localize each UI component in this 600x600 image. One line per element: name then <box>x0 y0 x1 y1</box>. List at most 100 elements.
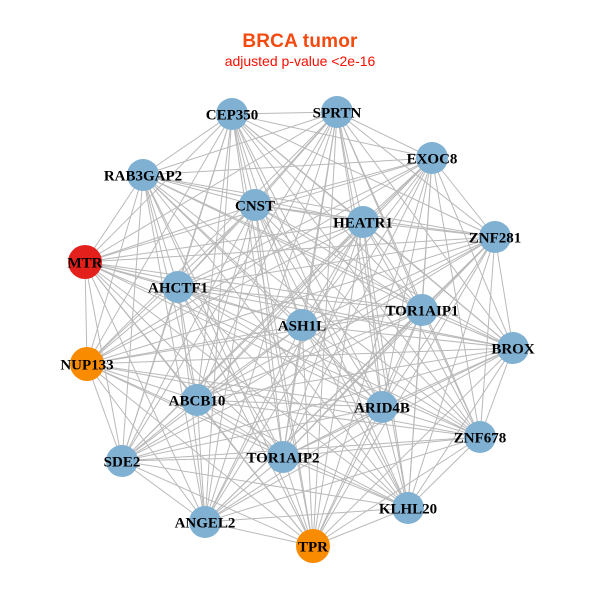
network-edge <box>86 157 433 365</box>
network-edge <box>204 436 481 523</box>
network-edge <box>121 111 338 462</box>
network-edge <box>362 221 409 509</box>
gene-label-heatr1: HEATR1 <box>333 215 393 231</box>
network-edge <box>177 286 383 408</box>
network-edge <box>84 113 233 263</box>
network-edge <box>121 460 206 523</box>
network-edge <box>86 347 514 365</box>
network-edge <box>86 363 409 509</box>
figure-subtitle: adjusted p-value <2e-16 <box>224 53 376 69</box>
gene-node-sde2 <box>106 445 138 477</box>
network-edge <box>196 399 206 523</box>
network-edge <box>381 157 433 408</box>
network-edge <box>407 436 481 509</box>
network-edge <box>301 324 383 408</box>
network-edge <box>196 399 383 408</box>
network-edge <box>84 174 144 263</box>
network-edge <box>84 261 409 509</box>
gene-label-tor1aip2: TOR1AIP2 <box>246 450 319 466</box>
network-edge <box>336 111 383 408</box>
gene-node-sprtn <box>321 96 353 128</box>
gene-label-znf678: ZNF678 <box>454 430 507 446</box>
network-edge <box>301 309 423 326</box>
network-edge <box>121 436 481 462</box>
network-edge <box>494 236 514 349</box>
network-edge <box>381 236 496 408</box>
network-edge <box>381 406 409 509</box>
network-edge <box>177 286 198 401</box>
network-edge <box>336 111 364 223</box>
network-edge <box>282 436 481 458</box>
network-edge <box>177 221 364 288</box>
network-edge <box>301 324 514 349</box>
network-edge <box>86 363 481 438</box>
gene-node-ahctf1 <box>162 271 194 303</box>
network-edge <box>142 174 423 311</box>
network-edge <box>381 309 423 408</box>
gene-label-tpr: TPR <box>298 539 328 555</box>
network-edge <box>204 157 433 523</box>
network-edge <box>86 324 303 365</box>
network-edge <box>421 309 481 438</box>
network-edge <box>196 221 364 401</box>
network-edge <box>121 204 256 462</box>
network-edge <box>407 236 496 509</box>
network-edge <box>282 347 514 458</box>
gene-label-cnst: CNST <box>235 198 275 214</box>
network-edge <box>86 309 423 365</box>
network-edge <box>84 261 88 365</box>
network-edge <box>177 286 481 438</box>
gene-label-brox: BROX <box>491 341 535 357</box>
network-edge <box>86 363 198 401</box>
network-edge <box>421 309 514 349</box>
network-edge <box>254 157 433 206</box>
network-edge <box>362 221 423 311</box>
network-edge <box>196 399 481 438</box>
network-edge <box>204 309 423 523</box>
network-edge <box>254 204 514 349</box>
network-edge <box>177 204 256 288</box>
network-edge <box>204 221 364 523</box>
network-edge <box>254 204 409 509</box>
gene-node-angel2 <box>189 506 221 538</box>
network-edge <box>381 406 481 438</box>
network-edge <box>121 406 383 462</box>
network-edge <box>121 174 144 462</box>
network-edge <box>282 324 303 458</box>
network-edge <box>312 507 409 547</box>
network-edge <box>84 204 256 263</box>
network-edge <box>196 399 409 509</box>
network-edge <box>121 460 314 547</box>
network-edge <box>336 111 514 349</box>
network-edge <box>231 113 433 159</box>
network-edge <box>196 157 433 401</box>
network-edge <box>301 236 496 326</box>
network-edge <box>142 174 514 349</box>
network-edge <box>121 399 198 462</box>
network-edge <box>86 113 233 365</box>
network-edge <box>407 347 514 509</box>
network-edge <box>231 113 383 408</box>
network-edge <box>177 157 433 288</box>
gene-node-mtr <box>68 245 102 279</box>
network-edge <box>177 286 314 547</box>
network-edge <box>204 347 514 523</box>
network-edge <box>196 347 514 401</box>
network-edge <box>312 236 496 547</box>
network-edge <box>177 286 423 311</box>
network-edge <box>177 236 496 288</box>
network-edge <box>84 261 514 349</box>
network-edge <box>86 221 364 365</box>
network-edge <box>177 286 303 326</box>
network-edge <box>142 111 338 176</box>
gene-node-klhl20 <box>392 492 424 524</box>
network-edge <box>84 261 423 311</box>
network-edge <box>204 521 314 547</box>
gene-label-sprtn: SPRTN <box>313 105 362 121</box>
network-edge <box>121 456 284 462</box>
network-edge <box>196 236 496 401</box>
network-edge <box>312 436 481 547</box>
network-edge <box>362 221 383 408</box>
